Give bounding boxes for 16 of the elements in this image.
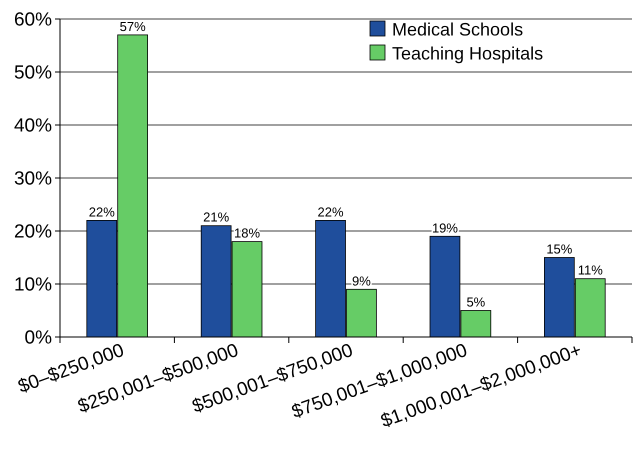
data-label: 5%: [466, 294, 486, 310]
y-tick-label: 40%: [14, 116, 52, 137]
data-label: 22%: [88, 204, 116, 220]
y-tick-label: 10%: [14, 274, 52, 296]
y-tick-label: 20%: [14, 222, 52, 243]
data-label: 21%: [203, 210, 230, 225]
data-label: 22%: [318, 204, 344, 220]
y-tick-label: 60%: [14, 10, 52, 31]
legend-label: Teaching Hospitals: [392, 43, 544, 64]
data-label: 15%: [546, 242, 573, 256]
legend-label: Medical Schools: [392, 19, 524, 40]
data-label: 11%: [578, 262, 604, 278]
y-tick-label: 0%: [24, 328, 52, 349]
data-label: 57%: [120, 18, 146, 34]
y-tick-label: 30%: [14, 168, 52, 190]
y-tick-label: 50%: [14, 62, 52, 84]
